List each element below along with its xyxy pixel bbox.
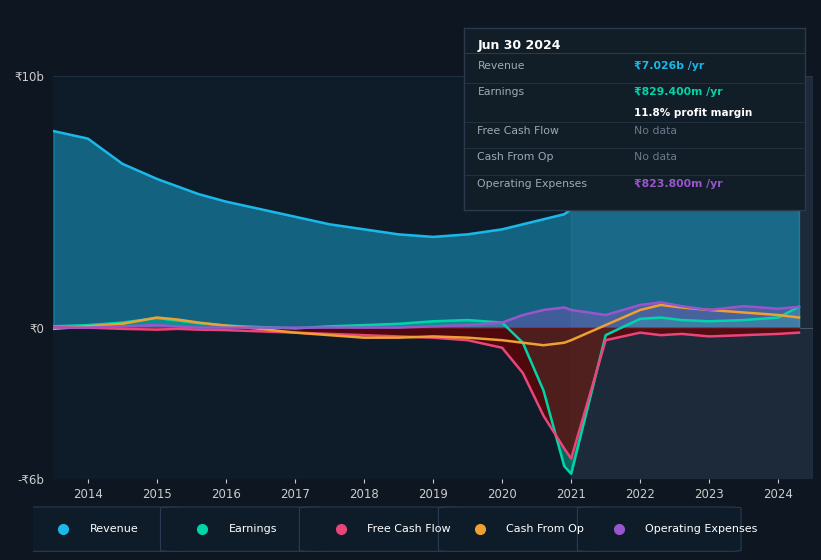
Text: Earnings: Earnings	[228, 524, 277, 534]
Text: Operating Expenses: Operating Expenses	[645, 524, 758, 534]
Text: Free Cash Flow: Free Cash Flow	[368, 524, 451, 534]
Bar	[571, 76, 813, 479]
Text: Jun 30 2024: Jun 30 2024	[478, 39, 561, 52]
Text: Cash From Op: Cash From Op	[478, 152, 554, 162]
FancyBboxPatch shape	[21, 507, 186, 552]
Text: Cash From Op: Cash From Op	[507, 524, 585, 534]
Text: Operating Expenses: Operating Expenses	[478, 179, 588, 189]
Text: ₹829.400m /yr: ₹829.400m /yr	[635, 87, 722, 97]
Text: ₹7.026b /yr: ₹7.026b /yr	[635, 61, 704, 71]
Text: 11.8% profit margin: 11.8% profit margin	[635, 109, 753, 118]
FancyBboxPatch shape	[160, 507, 324, 552]
Text: Revenue: Revenue	[478, 61, 525, 71]
FancyBboxPatch shape	[300, 507, 463, 552]
Text: Free Cash Flow: Free Cash Flow	[478, 125, 559, 136]
Text: No data: No data	[635, 152, 677, 162]
Text: Revenue: Revenue	[89, 524, 138, 534]
FancyBboxPatch shape	[438, 507, 602, 552]
Text: No data: No data	[635, 125, 677, 136]
FancyBboxPatch shape	[577, 507, 741, 552]
Text: ₹823.800m /yr: ₹823.800m /yr	[635, 179, 722, 189]
Text: Earnings: Earnings	[478, 87, 525, 97]
